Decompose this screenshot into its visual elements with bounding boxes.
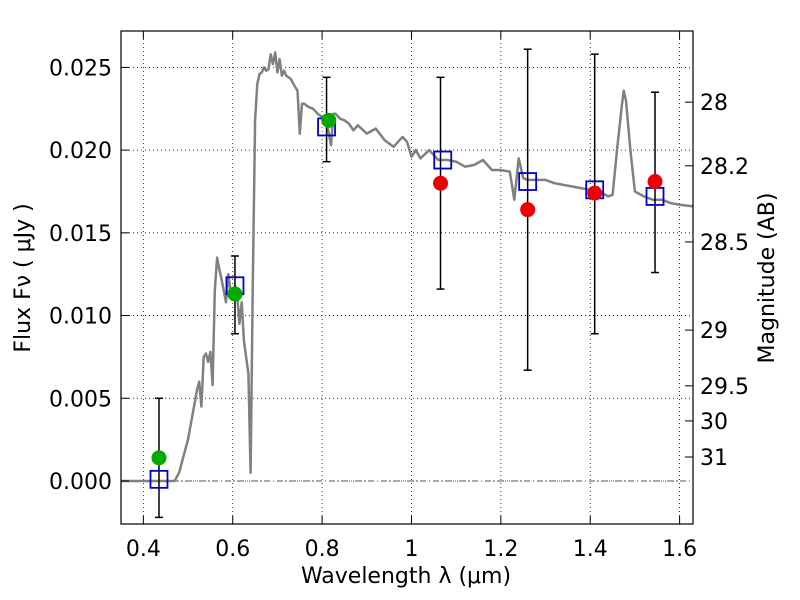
x-axis-title: Wavelength λ (μm) [301,564,511,589]
x-tick-label-5: 1.4 [573,537,608,562]
y-axis-title: Flux Fν ( μJy ) [11,203,36,352]
axis-ticks [121,31,693,524]
plot-frame [120,30,694,525]
y-tick-label-4: 0.020 [49,139,112,164]
y-tick-label-2: 0.010 [49,305,112,330]
model-point-3 [433,150,453,170]
mag-tick-label-5: 30 [700,410,728,435]
y-tick-label-5: 0.025 [49,56,112,81]
mag-tick-label-3: 29 [700,319,728,344]
mag-tick-label-1: 28.2 [700,155,749,180]
detected-point-1 [227,286,243,302]
observed-point-2 [587,185,603,201]
y-tick-label-3: 0.015 [49,222,112,247]
observed-point-0 [433,175,449,191]
mag-tick-label-0: 28 [700,91,728,116]
y-tick-label-1: 0.005 [49,387,112,412]
x-tick-label-0: 0.4 [126,537,161,562]
x-tick-label-4: 1.2 [483,537,518,562]
observed-point-1 [520,202,536,218]
model-point-0 [149,469,169,489]
x-tick-label-1: 0.6 [215,537,250,562]
y-tick-label-0: 0.000 [49,470,112,495]
detected-point-2 [321,112,337,128]
observed-points [151,112,663,466]
right-axis-title: Magnitude (AB) [755,193,780,364]
grid [121,31,693,524]
x-tick-label-2: 0.8 [305,537,340,562]
detected-point-0 [151,450,167,466]
observed-point-3 [647,174,663,190]
mag-tick-label-2: 28.5 [700,231,749,256]
x-tick-label-3: 1 [404,537,418,562]
model-point-4 [518,172,538,191]
mag-tick-label-6: 31 [700,446,728,471]
x-tick-label-6: 1.6 [662,537,697,562]
tick-labels: 0.4 0.6 0.8 1 1.2 1.4 1.6 0.000 0.005 0.010 0.015 0… [49,56,749,562]
mag-tick-label-4: 29.5 [700,375,749,400]
